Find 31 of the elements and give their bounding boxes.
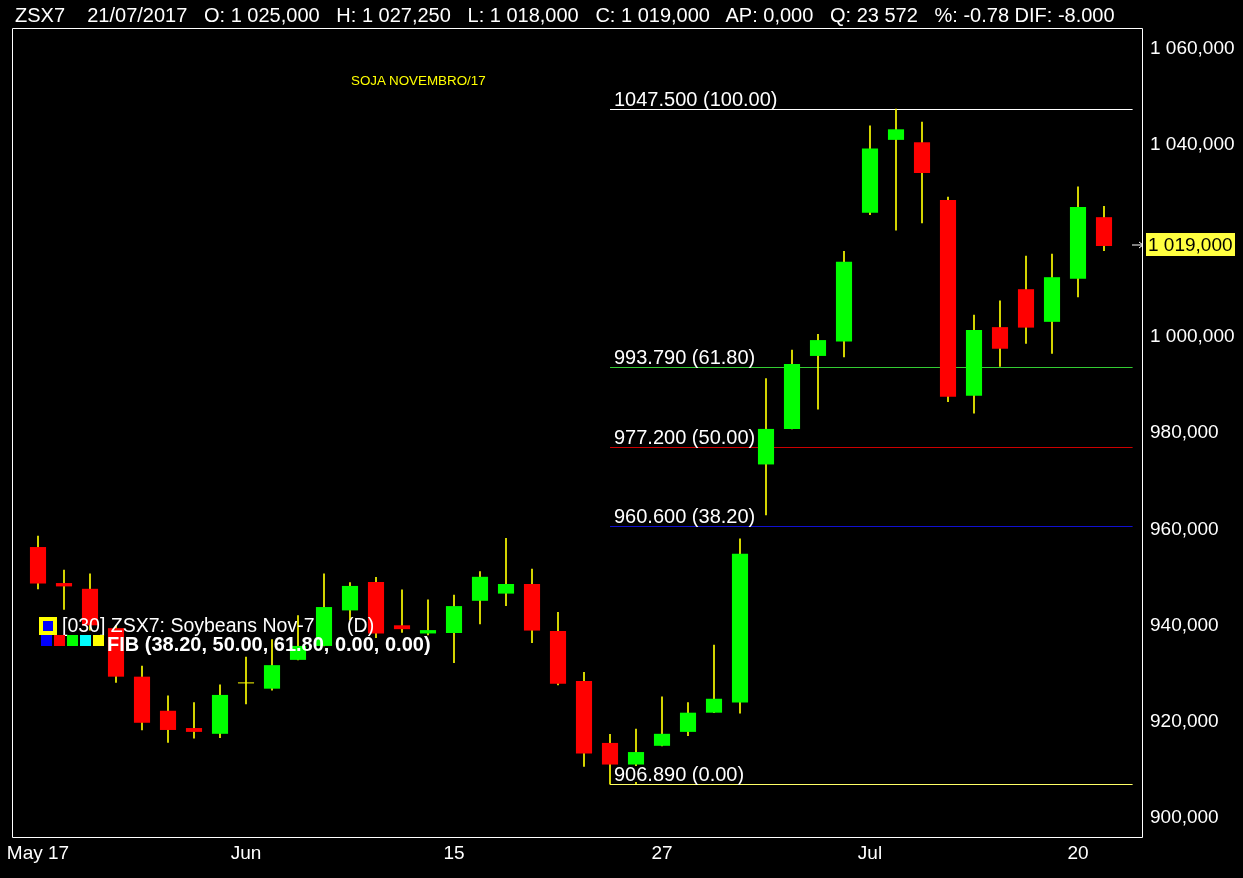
x-tick-label: 20 xyxy=(1067,841,1089,863)
text: 1 019,000 xyxy=(1146,233,1235,256)
y-tick-label: 960,000 xyxy=(1150,517,1219,539)
y-tick-label: 1 000,000 xyxy=(1150,325,1235,347)
annotation: 906.890 (0.00) xyxy=(613,763,746,785)
y-tick-label: 900,000 xyxy=(1150,805,1219,827)
candlestick xyxy=(497,538,515,606)
candlestick xyxy=(757,378,775,516)
candlestick xyxy=(393,589,411,633)
annotation: 1047.500 (100.00) xyxy=(613,88,779,110)
annotation: 993.790 (61.80) xyxy=(613,346,757,368)
x-tick-label: Jul xyxy=(857,841,883,863)
annotation: 960.600 (38.20) xyxy=(613,505,757,527)
x-tick-label: Jun xyxy=(230,841,262,863)
y-tick-label: 1 040,000 xyxy=(1150,133,1235,155)
annotation: 977.200 (50.00) xyxy=(613,426,757,448)
candlestick xyxy=(653,696,671,747)
y-tick-label: 940,000 xyxy=(1150,613,1219,635)
candlestick xyxy=(887,108,905,231)
y-tick-label: 980,000 xyxy=(1150,421,1219,443)
chart-title: ZSX7 21/07/2017 O: 1 025,000 H: 1 027,250 L: 1 018,000 C: 1 019,000 AP: 0,000 Q: 23 572 %: -0.78 DIF: -8.000 xyxy=(15,4,1115,26)
y-tick-label: 920,000 xyxy=(1150,709,1219,731)
candlestick xyxy=(237,656,255,705)
annotation: SOJA NOVEMBRO/17 xyxy=(351,72,486,90)
candlestick xyxy=(185,702,203,739)
x-tick-label: 15 xyxy=(443,841,465,863)
candlestick xyxy=(809,334,827,410)
y-tick-label: 1 060,000 xyxy=(1150,37,1235,59)
candlestick xyxy=(705,644,723,714)
x-tick-label: 27 xyxy=(651,841,673,863)
x-tick-label: May 17 xyxy=(6,841,70,863)
